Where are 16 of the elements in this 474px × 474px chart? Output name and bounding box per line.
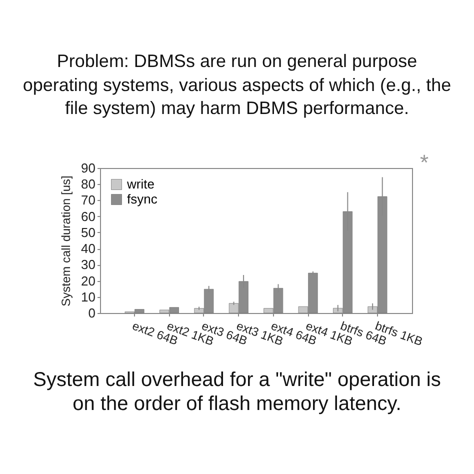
y-tick-label: 90	[81, 160, 96, 176]
legend-label: fsync	[127, 192, 158, 206]
y-tick-label: 40	[81, 241, 96, 256]
y-tick-label: 20	[81, 273, 96, 288]
y-tick-label: 70	[81, 192, 96, 208]
y-tick-label: 80	[81, 176, 96, 192]
y-axis-title: System call duration [us]	[59, 176, 74, 306]
chart-title: Problem: DBMSs are run on general purpose operating systems, various aspects of which (e.g., the file system) may harm DBMS performance.	[22, 50, 452, 120]
y-tick-label: 50	[81, 224, 96, 240]
legend-label: write	[126, 176, 154, 192]
y-tick-label: 60	[81, 208, 96, 224]
y-tick-label: 30	[81, 257, 96, 272]
text: *	[420, 150, 429, 175]
y-tick-label: 0	[88, 306, 96, 320]
text: System call overhead for a "write" operation is on the order of flash memory latency.	[32, 368, 442, 416]
y-tick-label: 10	[81, 289, 96, 304]
